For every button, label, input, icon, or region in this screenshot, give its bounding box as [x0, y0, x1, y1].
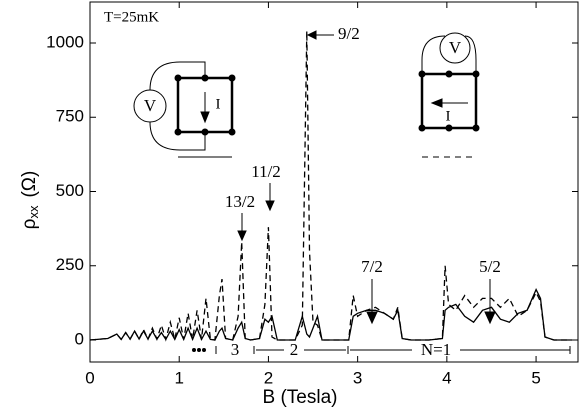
- series-line: [89, 287, 572, 342]
- annotation: 9/2: [338, 24, 360, 43]
- y-tick-label: 250: [56, 255, 84, 274]
- range-label: 2: [290, 340, 299, 359]
- plot-frame: [89, 1, 579, 363]
- x-axis-label: B (Tesla): [263, 387, 338, 408]
- annotation: 5/2: [479, 257, 501, 276]
- y-label-unit: (Ω): [19, 171, 40, 198]
- x-tick-label: 4: [442, 368, 451, 387]
- inset-label: I: [446, 108, 451, 124]
- y-tick-label: 0: [75, 330, 84, 349]
- series-line: [89, 31, 572, 342]
- annotation: 7/2: [361, 257, 383, 276]
- y-axis-label: ρxx (Ω): [19, 171, 41, 230]
- annotation: 11/2: [251, 162, 281, 181]
- range-label: 3: [231, 340, 240, 359]
- range-markers: [192, 346, 571, 354]
- inset-left: [133, 61, 236, 158]
- inset-label: V: [144, 96, 157, 115]
- inset-label: V: [449, 38, 462, 57]
- x-tick-label: 1: [174, 368, 183, 387]
- x-tick-label: 2: [264, 368, 273, 387]
- y-tick-label: 500: [56, 181, 84, 200]
- inset-label: I: [216, 96, 221, 112]
- annotation: T=25mK: [104, 9, 159, 25]
- y-tick-label: 1000: [46, 32, 84, 51]
- x-tick-label: 5: [531, 368, 540, 387]
- range-label: N=1: [421, 340, 451, 359]
- y-label-symbol: ρ: [19, 218, 40, 229]
- inset-right: [418, 32, 480, 158]
- y-tick-label: 750: [56, 107, 84, 126]
- y-label-sub: xx: [26, 205, 41, 219]
- x-tick-label: 3: [353, 368, 362, 387]
- x-tick-label: 0: [85, 368, 94, 387]
- annotation: 13/2: [225, 192, 255, 211]
- arrows: [237, 30, 496, 325]
